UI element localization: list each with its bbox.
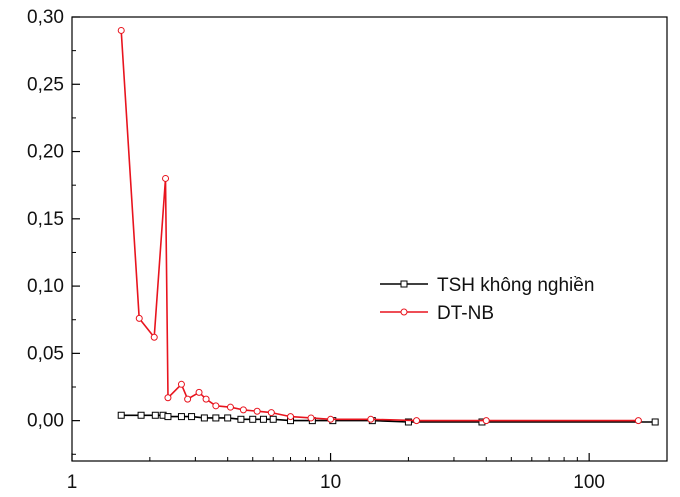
data-point xyxy=(413,417,421,425)
data-point xyxy=(212,414,220,422)
data-point xyxy=(253,407,261,415)
data-point xyxy=(269,415,277,423)
data-point xyxy=(117,26,125,34)
data-point xyxy=(367,415,375,423)
legend-entry-dt-nb: DT-NB xyxy=(380,303,494,324)
legend-marker-dt-nb xyxy=(400,308,408,316)
data-point xyxy=(404,418,412,426)
data-point xyxy=(202,395,210,403)
plot-frame xyxy=(71,16,668,462)
data-point xyxy=(224,414,232,422)
data-point xyxy=(267,409,275,417)
y-tick-label: 0,20 xyxy=(27,142,64,163)
x-tick-label: 1 xyxy=(67,472,78,493)
data-point xyxy=(249,415,257,423)
data-point xyxy=(150,333,158,341)
legend-label-dt-nb: DT-NB xyxy=(437,303,494,324)
legend-label-tsh: TSH không nghiền xyxy=(437,275,594,296)
x-tick-label: 100 xyxy=(573,472,605,493)
data-point xyxy=(188,413,196,421)
data-point xyxy=(137,411,145,419)
data-point xyxy=(259,415,267,423)
data-point xyxy=(177,413,185,421)
data-point xyxy=(651,418,659,426)
data-point xyxy=(212,402,220,410)
data-point xyxy=(634,417,642,425)
data-point xyxy=(226,403,234,411)
data-point xyxy=(307,414,315,422)
data-point xyxy=(327,415,335,423)
y-tick-label: 0,30 xyxy=(27,7,64,28)
data-point xyxy=(164,413,172,421)
data-point xyxy=(200,414,208,422)
data-point xyxy=(287,413,295,421)
data-point xyxy=(239,406,247,414)
legend: TSH không nghiền DT-NB xyxy=(380,275,594,324)
data-point xyxy=(117,411,125,419)
ticks-layer: 0,00 0,05 0,10 0,15 0,20 0,25 0,30 1 10 100 xyxy=(27,7,668,493)
data-point xyxy=(162,174,170,182)
y-tick-label: 0,25 xyxy=(27,74,64,95)
legend-entry-tsh: TSH không nghiền xyxy=(380,275,594,296)
y-tick-label: 0,05 xyxy=(27,343,64,364)
legend-marker-tsh xyxy=(400,280,408,288)
y-tick-label: 0,15 xyxy=(27,209,64,230)
data-point xyxy=(135,314,143,322)
data-point xyxy=(237,415,245,423)
data-point xyxy=(184,395,192,403)
series-line-1 xyxy=(120,30,639,422)
y-tick-label: 0,00 xyxy=(27,411,64,432)
data-point xyxy=(151,411,159,419)
data-point xyxy=(164,394,172,402)
data-point xyxy=(195,388,203,396)
series-layer xyxy=(117,26,659,426)
data-point xyxy=(482,417,490,425)
data-point xyxy=(177,380,185,388)
x-tick-label: 10 xyxy=(320,472,341,493)
y-tick-label: 0,10 xyxy=(27,276,64,297)
